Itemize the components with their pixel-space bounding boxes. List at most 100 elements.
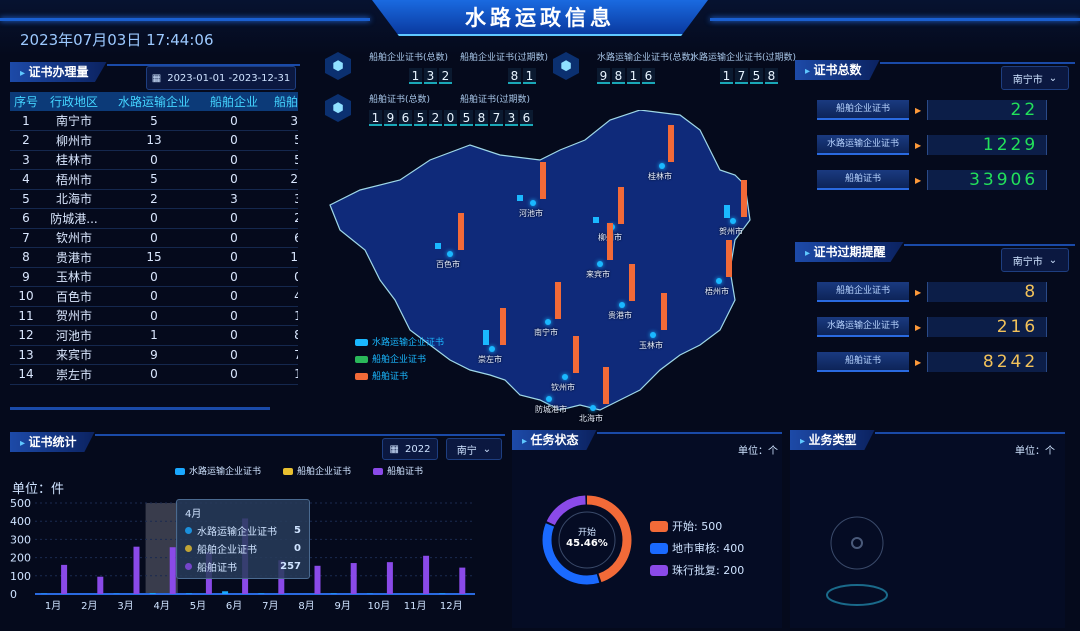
city-dot[interactable] (489, 346, 495, 352)
map-bar-ship-cert[interactable] (741, 180, 747, 217)
city-dot[interactable] (562, 374, 568, 380)
map-bar-ship-cert[interactable] (668, 125, 674, 162)
map-bar-ship-cert[interactable] (618, 187, 624, 224)
table-row[interactable]: 4梧州市5021 (10, 169, 298, 190)
legend-item[interactable]: 船舶证书 (373, 464, 423, 477)
map-legend-item[interactable]: 船舶证书 (355, 369, 444, 382)
y-tick-label: 100 (10, 570, 31, 583)
table-row[interactable]: 7 钦州市 0 0 6 (10, 228, 298, 248)
bar-ship[interactable] (350, 563, 357, 594)
table-row[interactable]: 3 桂林市 0 0 5 (10, 150, 298, 170)
x-tick-label: 10月 (368, 600, 391, 612)
chart-tooltip: 4月 水路运输企业证书 5 船舶企业证书 0 船舶证书 257 (176, 499, 310, 579)
legend-label: 船舶证书 (372, 372, 409, 382)
map-bar-ship-cert[interactable] (629, 264, 635, 301)
digit: 5 (414, 110, 427, 126)
city-dot[interactable] (619, 302, 625, 308)
city-dot[interactable] (716, 278, 722, 284)
table-scrollbar[interactable] (10, 407, 270, 410)
bar-ship[interactable] (133, 546, 140, 594)
table-cell: 15 (106, 247, 202, 268)
city-select[interactable]: 南宁市 ⌄ (1001, 248, 1069, 272)
city-dot[interactable] (530, 200, 536, 206)
map-bar-ship-cert[interactable] (726, 240, 732, 277)
city-dot[interactable] (545, 319, 551, 325)
tooltip-label: 船舶企业证书 (197, 545, 257, 556)
donut-legend-item[interactable]: 开始: 500 (650, 518, 744, 534)
map-bar-ship-cert[interactable] (607, 223, 613, 260)
table-cell: 8 (265, 325, 298, 346)
city-dot[interactable] (650, 332, 656, 338)
table-row[interactable]: 5 北海市 2 3 3 (10, 189, 298, 209)
table-row[interactable]: 8贵港市15012 (10, 247, 298, 268)
bar-ship[interactable] (459, 567, 466, 594)
year-picker[interactable]: ▦ 2022 (382, 438, 438, 460)
table-row[interactable]: 11 贺州市 0 0 1 (10, 306, 298, 326)
map-bar-ship-cert[interactable] (540, 162, 546, 199)
city-label: 桂林市 (648, 172, 672, 181)
bar-water-transport[interactable] (439, 593, 446, 594)
table-row[interactable]: 10 百色市 0 0 4 (10, 286, 298, 307)
map-bar-ship-cert[interactable] (500, 308, 506, 345)
donut-slice[interactable] (542, 495, 632, 585)
table-row[interactable]: 9 玉林市 0 0 0 (10, 267, 298, 287)
tooltip-row: 船舶证书 257 (185, 559, 301, 574)
table-row[interactable]: 6 防城港... 0 0 2 (10, 208, 298, 229)
table-row[interactable]: 12 河池市 1 0 8 (10, 325, 298, 346)
map-bar-ship-cert[interactable] (573, 336, 579, 373)
bar-ship[interactable] (97, 576, 104, 594)
map-bar-ship-cert[interactable] (458, 213, 464, 250)
map-bar-ship-cert[interactable] (661, 293, 667, 330)
map-legend-item[interactable]: 水路运输企业证书 (355, 335, 444, 348)
bar-ship[interactable] (386, 562, 393, 594)
table-cell: 0 (201, 364, 266, 385)
table-cell: 1 (10, 111, 42, 131)
city-select[interactable]: 南宁市 ⌄ (1001, 66, 1069, 90)
bar-ship[interactable] (169, 547, 176, 594)
city-dot[interactable] (590, 405, 596, 411)
bar-ship[interactable] (314, 565, 321, 594)
bar-ship[interactable] (423, 555, 430, 594)
city-dot[interactable] (597, 261, 603, 267)
map-bar-water-transport-cert[interactable] (593, 217, 599, 223)
bar-water-transport[interactable] (222, 591, 229, 594)
legend-item[interactable]: 水路运输企业证书 (175, 464, 261, 477)
x-tick-label: 3月 (117, 600, 133, 612)
table-cell: 5 (265, 150, 298, 170)
map-bar-water-transport-cert[interactable] (517, 195, 523, 201)
table-row[interactable]: 2 柳州市 13 0 5 (10, 130, 298, 151)
map-bar-ship-cert[interactable] (555, 282, 561, 319)
legend-item[interactable]: 船舶企业证书 (283, 464, 351, 477)
donut-legend-item[interactable]: 地市审核: 400 (650, 540, 744, 556)
map-legend-item[interactable]: 船舶企业证书 (355, 352, 444, 365)
bar-water-transport[interactable] (258, 593, 265, 594)
date-range-picker[interactable]: ▦ 2023-01-01 -2023-12-31 (146, 66, 296, 90)
table-row[interactable]: 14 崇左市 0 0 1 (10, 364, 298, 385)
city-select[interactable]: 南宁 ⌄ (446, 438, 502, 460)
table-row[interactable]: 1南宁市5036 (10, 111, 298, 131)
digit: 8 (508, 68, 521, 84)
legend-swatch (355, 339, 368, 346)
city-dot[interactable] (546, 396, 552, 402)
bar-ship[interactable] (61, 564, 68, 594)
x-tick-label: 6月 (226, 600, 242, 612)
map-bar-water-transport-cert[interactable] (724, 205, 730, 218)
digit: 1 (409, 68, 422, 84)
table-row[interactable]: 13 来宾市 9 0 7 (10, 345, 298, 365)
donut-slice[interactable] (542, 495, 632, 585)
map-bar-ship-cert[interactable] (603, 367, 609, 404)
city-dot[interactable] (659, 163, 665, 169)
donut-legend-item[interactable]: 珠行批复: 200 (650, 562, 744, 578)
donut-center-value: 45.46% (566, 538, 608, 549)
city-dot[interactable] (447, 251, 453, 257)
map-bar-water-transport-cert[interactable] (435, 243, 441, 249)
legend-swatch (355, 356, 368, 363)
table-cell: 梧州市 (42, 169, 106, 190)
bar-water-transport[interactable] (185, 593, 192, 594)
bar-water-transport[interactable] (149, 593, 156, 594)
bar-water-transport[interactable] (330, 593, 337, 594)
city-dot[interactable] (730, 218, 736, 224)
cert-count-row: 水路运输企业证书 ▶ 216 (817, 317, 1075, 337)
map-bar-water-transport-cert[interactable] (483, 330, 489, 345)
